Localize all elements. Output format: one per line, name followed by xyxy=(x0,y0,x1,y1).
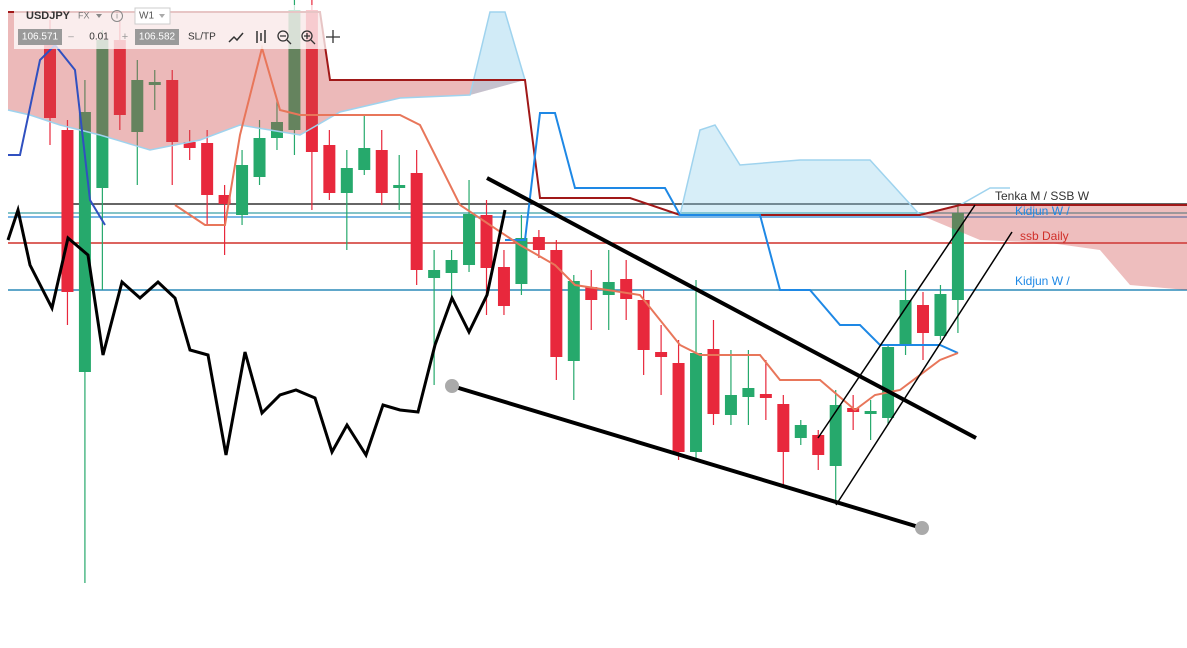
candle-body xyxy=(724,395,737,415)
timeframe-select[interactable] xyxy=(134,7,171,25)
candle-body xyxy=(550,250,563,357)
candle-body xyxy=(270,122,283,138)
candle-body xyxy=(829,405,842,466)
candle-body xyxy=(323,145,336,193)
candle-body xyxy=(917,305,929,333)
kijun xyxy=(505,112,959,354)
channel-line[interactable] xyxy=(817,204,976,439)
tenkan xyxy=(174,44,959,412)
dropdown-icon[interactable] xyxy=(96,14,102,18)
candle-body xyxy=(393,185,406,188)
candle-body xyxy=(882,347,895,418)
zoom-out-glyph xyxy=(280,35,292,45)
candle-body xyxy=(515,238,528,284)
cloud xyxy=(680,125,920,215)
candle-body xyxy=(410,173,423,270)
candle-body xyxy=(759,394,772,398)
zoom-out[interactable] xyxy=(277,30,289,42)
step[interactable]: 0.01 xyxy=(89,32,109,43)
span-a xyxy=(7,11,526,151)
candle-body xyxy=(602,282,615,295)
candle-body xyxy=(96,40,109,188)
sltp[interactable]: SL/TP xyxy=(188,32,216,43)
candle-body xyxy=(637,300,650,350)
ask-box[interactable] xyxy=(135,29,179,45)
candle-body xyxy=(480,215,493,268)
trend-line[interactable] xyxy=(486,176,977,440)
zoom-in-glyph xyxy=(304,33,316,45)
cloud xyxy=(630,198,1187,290)
line-label: ssb Daily xyxy=(1020,229,1069,243)
span-a xyxy=(679,124,1010,216)
candle-body xyxy=(113,40,126,115)
info-glyph: i xyxy=(116,12,118,21)
candle-body xyxy=(672,363,685,452)
bid-box[interactable] xyxy=(18,29,62,45)
market: FX xyxy=(78,10,90,20)
candle-body xyxy=(218,195,231,204)
candle-body xyxy=(847,408,860,412)
minus[interactable]: – xyxy=(68,32,74,43)
candle-body xyxy=(131,80,144,132)
candles xyxy=(44,0,964,583)
zoom-in[interactable] xyxy=(301,30,313,42)
candle-body xyxy=(61,130,74,292)
crosshair-icon[interactable] xyxy=(326,30,340,43)
candle-body xyxy=(934,294,947,336)
candle-body xyxy=(428,270,441,278)
line-icon[interactable] xyxy=(228,32,244,43)
cloud xyxy=(470,12,525,95)
candle-body xyxy=(445,260,458,273)
candle-body xyxy=(236,165,249,215)
candle-body xyxy=(585,287,598,300)
candle-body xyxy=(201,143,214,195)
toolbar: USDJPY FX i W1 106.571 – 0.01 + 106.582 … xyxy=(14,5,344,49)
timeframe: W1 xyxy=(139,11,154,22)
candle-body xyxy=(812,435,825,455)
candle-body xyxy=(166,80,179,142)
chikou xyxy=(6,204,507,459)
candle-body xyxy=(375,150,388,193)
candle-body xyxy=(655,352,668,357)
candle-body xyxy=(620,279,633,299)
candle-body xyxy=(148,82,161,85)
candle-body xyxy=(777,404,790,452)
handle[interactable] xyxy=(445,379,459,393)
info-icon[interactable] xyxy=(111,10,123,22)
candle-body xyxy=(532,237,545,250)
candle-body xyxy=(358,148,371,170)
channel-line[interactable] xyxy=(835,231,1013,506)
ask: 106.582 xyxy=(139,32,176,43)
line-label: Kidjun W / xyxy=(1015,274,1070,288)
trend-line[interactable] xyxy=(451,384,923,530)
candle-body xyxy=(794,425,807,438)
line-label: Tenka M / SSB W xyxy=(995,189,1090,203)
candle-body xyxy=(253,138,266,177)
dropdown-icon xyxy=(159,14,165,18)
line-label: Kidjun W / xyxy=(1015,204,1070,218)
candle-body xyxy=(463,214,476,265)
candle-body xyxy=(864,411,877,414)
candle-body xyxy=(742,388,755,397)
candle-body xyxy=(183,142,196,148)
candle-body xyxy=(497,267,510,306)
candle-body xyxy=(340,168,353,193)
symbol[interactable]: USDJPY xyxy=(26,10,71,22)
drawings xyxy=(445,176,1013,535)
bid: 106.571 xyxy=(22,32,59,43)
candle-body xyxy=(567,281,580,361)
candle-icon[interactable] xyxy=(256,30,266,43)
candle-body xyxy=(690,353,703,452)
handle[interactable] xyxy=(915,521,929,535)
plus[interactable]: + xyxy=(122,31,128,43)
candle-body xyxy=(707,349,720,414)
